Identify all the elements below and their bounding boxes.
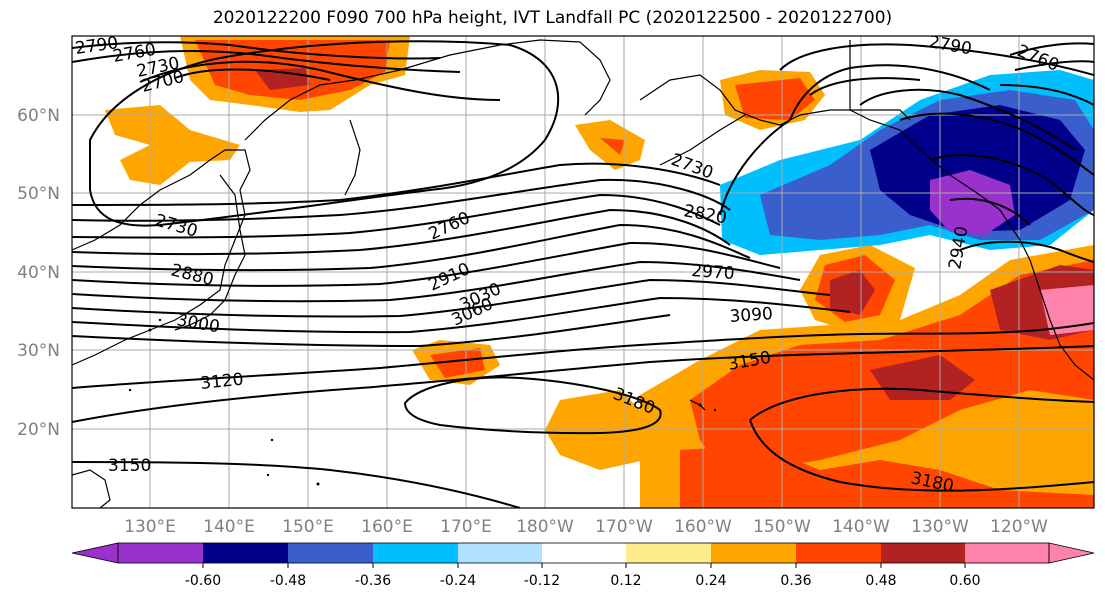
colorbar-tick-label: 0.12 xyxy=(610,573,641,589)
colorbar-segment xyxy=(288,543,373,563)
contour-label: 2790 xyxy=(927,32,973,59)
colorbar-segment xyxy=(458,543,542,563)
colorbar-segment xyxy=(711,543,796,563)
graticule xyxy=(72,36,1094,508)
contour-label: 2790 xyxy=(74,33,120,59)
colorbar-segment xyxy=(796,543,881,563)
latitude-labels: 60°N 50°N 40°N 30°N 20°N xyxy=(17,106,60,440)
lon-label: 140°W xyxy=(832,517,890,537)
lat-label: 20°N xyxy=(17,420,60,440)
lat-label: 30°N xyxy=(17,341,60,361)
lon-label: 150°W xyxy=(753,517,811,537)
lat-label: 50°N xyxy=(17,184,60,204)
lon-label: 140°E xyxy=(203,517,255,537)
colorbar-segment xyxy=(373,543,458,563)
colorbar-tick-label: 0.24 xyxy=(695,573,726,589)
lon-label: 160°E xyxy=(361,517,413,537)
map-plot-area: 2790 2760 2730 2700 2730 2880 3000 3120 … xyxy=(72,32,1094,508)
colorbar-tick-label: -0.24 xyxy=(440,573,476,589)
lon-label: 160°W xyxy=(674,517,732,537)
colorbar-tick-label: -0.48 xyxy=(270,573,306,589)
colorbar-segment xyxy=(203,543,288,563)
lon-label: 180°W xyxy=(516,517,574,537)
colorbar-frame xyxy=(117,542,1050,564)
lon-label: 150°E xyxy=(282,517,334,537)
islands xyxy=(128,318,717,486)
lat-label: 60°N xyxy=(17,106,60,126)
map-title: 2020122200 F090 700 hPa height, IVT Land… xyxy=(212,8,893,28)
colorbar-tick-label: -0.60 xyxy=(185,573,221,589)
colorbar-ticks xyxy=(202,563,966,568)
colorbar-segment xyxy=(542,543,626,563)
lon-label: 170°W xyxy=(595,517,653,537)
contour-label: 3150 xyxy=(108,456,151,476)
colorbar-segment xyxy=(881,543,965,563)
longitude-labels: 130°E 140°E 150°E 160°E 170°E 180°W 170°… xyxy=(124,517,1048,537)
colorbar-extend-low xyxy=(71,542,119,564)
colorbar-tick-label: -0.36 xyxy=(355,573,391,589)
map-frame xyxy=(71,35,1095,509)
contour-label: 3090 xyxy=(729,304,774,327)
colorbar-tick-label: 0.60 xyxy=(949,573,980,589)
colorbar: -0.60 -0.48 -0.36 -0.24 -0.12 0.12 0.24 … xyxy=(71,542,1095,589)
colorbar-segment xyxy=(626,543,711,563)
colorbar-extend-high xyxy=(1048,542,1095,564)
colorbar-tick-label: 0.48 xyxy=(865,573,896,589)
colorbar-segment xyxy=(118,543,203,563)
lon-label: 120°W xyxy=(990,517,1048,537)
lon-label: 130°W xyxy=(911,517,969,537)
contour-label: 3120 xyxy=(199,370,244,394)
ivt-negative-shading xyxy=(720,70,1094,255)
lon-label: 170°E xyxy=(440,517,492,537)
height-contours xyxy=(72,40,1094,508)
lat-label: 40°N xyxy=(17,263,60,283)
colorbar-tick-label: -0.12 xyxy=(524,573,560,589)
colorbar-segment xyxy=(965,543,1049,563)
lon-label: 130°E xyxy=(124,517,176,537)
contour-label: 2970 xyxy=(691,261,736,284)
colorbar-tick-label: 0.36 xyxy=(780,573,811,589)
